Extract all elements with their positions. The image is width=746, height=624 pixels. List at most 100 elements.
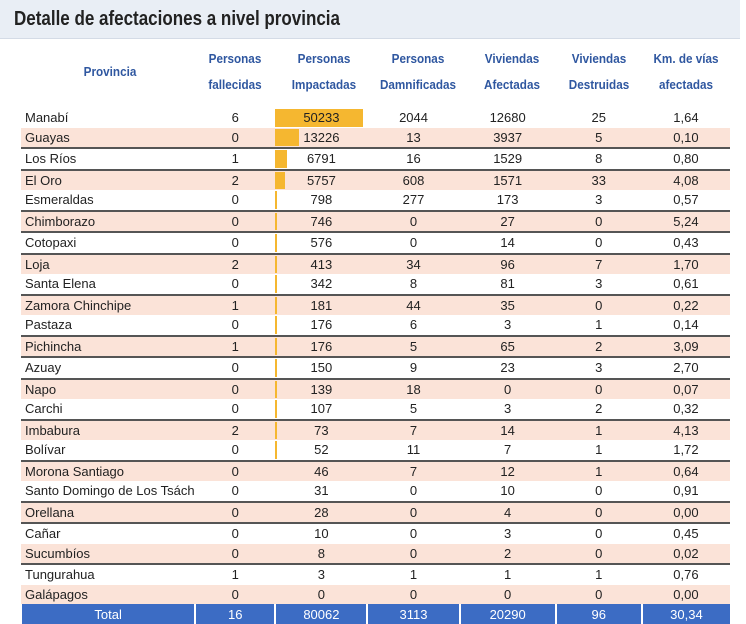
province-cell: Morona Santiago	[21, 459, 196, 481]
impacted-bar	[275, 296, 278, 314]
value-cell: 0,22	[641, 293, 730, 315]
value-cell: 3	[459, 522, 556, 544]
province-cell: Cotopaxi	[21, 231, 196, 254]
value-cell: 0	[367, 500, 460, 523]
value-cell: 14	[459, 231, 556, 254]
value-cell: 0	[195, 356, 276, 379]
value-cell: 1	[195, 563, 276, 585]
province-cell: Chimborazo	[21, 209, 196, 232]
impacted-value: 746	[310, 213, 333, 229]
value-cell: 0	[195, 377, 276, 399]
value-cell: 2	[195, 252, 276, 274]
value-cell: 23	[459, 356, 556, 379]
impacted-cell: 3	[275, 563, 368, 585]
value-cell: 33	[555, 168, 642, 190]
value-cell: 0	[195, 209, 276, 232]
table-row: Esmeraldas 0 798 277 173 3 0,57	[21, 190, 730, 211]
value-cell: 7	[555, 252, 642, 274]
value-cell: 0	[555, 522, 642, 544]
table-row: El Oro 2 5757 608 1571 33 4,08	[21, 168, 730, 190]
impacted-bar	[275, 128, 299, 146]
value-cell: 8	[409, 276, 418, 292]
value-cell: 13	[367, 127, 460, 148]
value-cell: 0	[231, 401, 239, 417]
table-row: Imbabura 2 73 7 14 1 4,13	[21, 418, 730, 440]
impacted-bar	[275, 400, 278, 418]
impacted-value: 73	[314, 422, 329, 438]
impacted-bar	[275, 255, 278, 273]
value-cell: 1,64	[673, 110, 699, 126]
table-row: Santa Elena 0 342 8 81 3 0,61	[21, 274, 730, 295]
value-cell: 0	[409, 483, 418, 499]
value-cell: 1,72	[673, 442, 699, 458]
value-cell: 1	[555, 459, 642, 481]
impacted-value: 413	[310, 256, 333, 272]
value-cell: 0,10	[641, 127, 730, 148]
value-cell: 1529	[459, 147, 556, 170]
table-row: Carchi 0 107 5 3 2 0,32	[21, 399, 730, 420]
value-cell: 0	[195, 500, 276, 523]
province-cell: Tungurahua	[21, 563, 196, 585]
value-cell: 4,08	[641, 168, 730, 190]
impacted-value: 181	[310, 297, 333, 313]
impacted-cell: 31	[275, 481, 367, 502]
impacted-cell: 0	[275, 584, 368, 604]
value-cell: 3	[504, 401, 512, 417]
value-cell: 0	[367, 231, 460, 254]
value-cell: 6	[409, 317, 418, 333]
impacted-value: 176	[310, 317, 333, 333]
value-cell: 35	[459, 293, 556, 315]
value-cell: 0	[555, 209, 642, 232]
impacted-bar	[275, 337, 278, 355]
value-cell: 12	[459, 459, 556, 481]
total-row: Total 16 80062 3113 20290 96 30,34	[19, 604, 730, 624]
value-cell: 0	[459, 377, 556, 399]
impacted-value: 10	[314, 526, 329, 542]
value-cell: 16	[367, 147, 460, 170]
impacted-bar	[275, 109, 364, 127]
impacted-bar	[275, 150, 288, 168]
table-row: Sucumbíos 0 8 0 2 0 0,02	[21, 543, 730, 564]
value-cell: 2	[195, 168, 276, 190]
province-cell: Guayas	[21, 127, 196, 148]
table-row: Manabí 6 50233 2044 12680 25 1,64	[21, 108, 730, 128]
value-cell: 0,91	[673, 483, 699, 499]
value-cell: 0	[459, 584, 556, 604]
impacted-cell: 13226	[275, 127, 368, 148]
value-cell: 3	[595, 192, 603, 208]
table-row: Tungurahua 1 3 1 1 1 0,76	[21, 563, 730, 585]
total-value: 3113	[366, 604, 460, 624]
value-cell: 0	[595, 483, 603, 499]
value-cell: 2	[459, 543, 556, 564]
impacted-bar	[275, 212, 278, 230]
value-cell: 0,02	[641, 543, 730, 564]
column-header: Km. de vías afectadas	[653, 51, 719, 92]
value-cell: 0	[195, 543, 276, 564]
value-cell: 65	[459, 334, 556, 357]
value-cell: 0	[555, 543, 642, 564]
value-cell: 96	[459, 252, 556, 274]
page-title: Detalle de afectaciones a nivel provinci…	[14, 8, 340, 30]
value-cell: 0	[555, 293, 642, 315]
table-row: Pastaza 0 176 6 3 1 0,14	[21, 315, 730, 336]
value-cell: 0	[367, 543, 460, 564]
impacted-value: 150	[310, 360, 333, 376]
impacted-cell: 176	[275, 334, 368, 357]
impacted-cell: 176	[275, 315, 367, 336]
table-row: Bolívar 0 52 11 7 1 1,72	[21, 440, 730, 461]
impacted-bar	[275, 380, 278, 398]
impacted-cell: 342	[275, 274, 367, 295]
value-cell: 5	[555, 127, 642, 148]
impacted-value: 176	[310, 338, 333, 354]
value-cell: 1	[595, 317, 603, 333]
impacted-value: 52	[314, 442, 329, 458]
value-cell: 7	[367, 418, 460, 440]
value-cell: 3	[555, 356, 642, 379]
value-cell: 2	[195, 418, 276, 440]
value-cell: 0	[195, 231, 276, 254]
impacted-cell: 746	[275, 209, 368, 232]
value-cell: 0	[231, 192, 239, 208]
impacted-cell: 5757	[275, 168, 368, 190]
data-table: Manabí 6 50233 2044 12680 25 1,64 Guayas 0 13226 1…	[19, 108, 730, 624]
value-cell: 0	[231, 317, 239, 333]
